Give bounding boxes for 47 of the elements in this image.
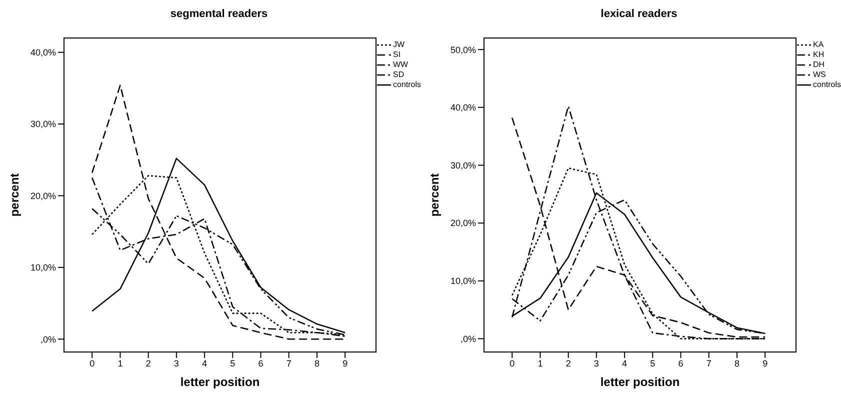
x-tick-label: 8: [314, 358, 320, 368]
y-tick-label: ,0%: [40, 334, 56, 344]
y-tick-label: ,0%: [460, 334, 476, 344]
y-axis-title: percent: [7, 173, 22, 217]
x-tick-label: 7: [286, 358, 292, 368]
x-tick-label: 4: [202, 358, 208, 368]
legend-label: JW: [393, 40, 405, 50]
y-tick-label: 30,0%: [450, 160, 476, 170]
legend-label: WW: [393, 60, 408, 70]
legend-label: KA: [813, 40, 824, 50]
x-tick-label: 8: [734, 358, 740, 368]
x-tick-label: 2: [146, 358, 151, 368]
legend-label: SI: [393, 50, 401, 60]
x-tick-label: 9: [342, 358, 348, 368]
x-tick-label: 1: [118, 358, 123, 368]
x-tick-label: 4: [622, 358, 628, 368]
y-tick-label: 40,0%: [30, 48, 56, 58]
y-tick-label: 10,0%: [30, 262, 56, 273]
legend-label: WS: [813, 70, 826, 80]
x-tick-label: 0: [510, 358, 515, 368]
x-tick-label: 3: [594, 358, 599, 368]
x-tick-label: 5: [230, 358, 236, 368]
y-axis-title: percent: [427, 173, 442, 217]
x-tick-label: 6: [258, 358, 264, 368]
y-tick-label: 20,0%: [450, 218, 476, 228]
y-tick-label: 10,0%: [450, 276, 476, 286]
y-tick-label: 40,0%: [450, 102, 476, 113]
chart-title: segmental readers: [169, 8, 269, 20]
chart-title: lexical readers: [600, 8, 678, 20]
y-tick-label: 30,0%: [30, 119, 56, 130]
x-axis-title: letter position: [600, 375, 680, 389]
x-tick-label: 6: [678, 358, 684, 368]
legend-label: controls: [393, 80, 422, 90]
legend-label: SD: [393, 70, 404, 80]
legend-label: controls: [813, 80, 841, 90]
x-tick-label: 9: [762, 358, 768, 368]
x-tick-label: 0: [90, 358, 95, 368]
x-tick-label: 2: [566, 358, 571, 368]
legend-label: KH: [813, 50, 824, 60]
x-tick-label: 5: [650, 358, 656, 368]
x-tick-label: 3: [174, 358, 179, 368]
x-tick-label: 1: [538, 358, 543, 368]
x-axis-title: letter position: [180, 375, 260, 389]
y-tick-label: 20,0%: [30, 190, 56, 201]
x-tick-label: 7: [706, 358, 712, 368]
legend-label: DH: [813, 60, 825, 70]
y-tick-label: 50,0%: [450, 44, 476, 55]
